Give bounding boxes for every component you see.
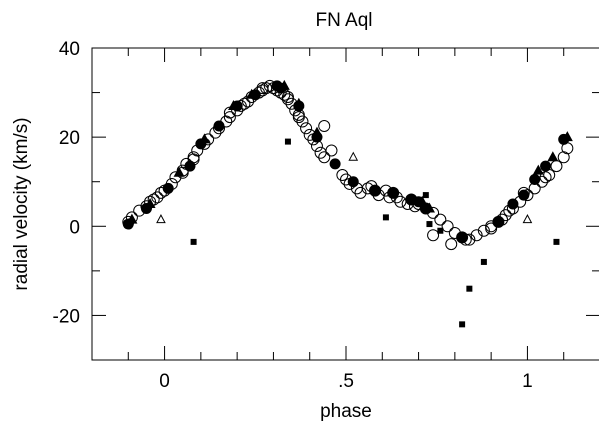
open-triangle-point bbox=[348, 151, 359, 161]
data-points bbox=[122, 79, 574, 328]
chart-title: FN Aql bbox=[315, 10, 372, 31]
filled-triangle-point bbox=[311, 126, 323, 137]
open-circle-point bbox=[354, 186, 367, 199]
filled-circle-point bbox=[507, 198, 519, 210]
open-circle-point bbox=[325, 144, 338, 157]
x-tick-label: .5 bbox=[338, 371, 354, 392]
filled-triangle-point bbox=[198, 133, 210, 144]
open-circle-point bbox=[223, 111, 236, 124]
x-tick-label: 1 bbox=[522, 371, 533, 392]
open-circle-point bbox=[550, 160, 563, 173]
filled-square-point bbox=[382, 214, 389, 221]
open-circle-point bbox=[300, 122, 313, 135]
y-tick-label: 20 bbox=[59, 128, 80, 149]
filled-circle-point bbox=[518, 189, 530, 201]
open-triangle-point bbox=[522, 214, 533, 224]
y-tick-label: 0 bbox=[69, 217, 80, 238]
filled-triangle-point bbox=[561, 131, 573, 142]
filled-triangle-point bbox=[126, 213, 138, 224]
filled-triangle-point bbox=[228, 99, 240, 110]
open-circle-point bbox=[499, 209, 512, 222]
plot-frame bbox=[91, 47, 599, 361]
filled-circle-point bbox=[329, 158, 341, 170]
open-triangle-point bbox=[156, 214, 166, 224]
open-circle-point bbox=[477, 224, 490, 237]
filled-square-point bbox=[459, 321, 466, 328]
filled-circle-point bbox=[184, 160, 196, 172]
filled-square-point bbox=[190, 238, 197, 245]
open-circle-point bbox=[434, 213, 447, 226]
x-axis-label: phase bbox=[320, 401, 372, 422]
y-tick-label: -20 bbox=[53, 306, 80, 327]
open-circle-point bbox=[427, 229, 440, 242]
filled-triangle-point bbox=[293, 97, 305, 108]
filled-circle-point bbox=[162, 182, 174, 194]
filled-circle-point bbox=[347, 176, 359, 188]
open-circle-point bbox=[470, 229, 483, 242]
open-circle-point bbox=[318, 120, 331, 132]
filled-triangle-point bbox=[416, 195, 428, 206]
axis-ticks bbox=[91, 47, 599, 361]
filled-square-point bbox=[422, 192, 429, 199]
filled-triangle-point bbox=[144, 198, 156, 208]
open-circle-point bbox=[292, 111, 305, 124]
filled-circle-point bbox=[540, 160, 552, 172]
open-circle-point bbox=[336, 169, 349, 182]
open-circle-point bbox=[539, 171, 552, 184]
filled-square-point bbox=[553, 238, 560, 245]
filled-circle-point bbox=[369, 185, 381, 197]
y-axis-label: radial velocity (km/s) bbox=[11, 117, 32, 290]
filled-triangle-point bbox=[532, 164, 544, 175]
open-circle-point bbox=[151, 191, 164, 204]
filled-square-point bbox=[466, 285, 473, 292]
filled-circle-point bbox=[456, 231, 468, 243]
open-circle-point bbox=[441, 220, 454, 233]
open-circle-point bbox=[485, 222, 498, 235]
open-circle-point bbox=[281, 91, 294, 104]
filled-square-point bbox=[284, 138, 291, 145]
x-tick-label: 0 bbox=[159, 371, 170, 392]
open-circle-point bbox=[296, 115, 309, 128]
filled-triangle-point bbox=[173, 166, 185, 177]
filled-triangle-point bbox=[547, 151, 559, 162]
filled-square-point bbox=[437, 227, 444, 234]
filled-circle-point bbox=[213, 120, 225, 132]
open-circle-point bbox=[256, 82, 269, 95]
filled-square-point bbox=[480, 258, 487, 265]
filled-circle-point bbox=[387, 187, 399, 199]
y-tick-label: 40 bbox=[59, 39, 80, 60]
open-circle-point bbox=[445, 238, 458, 251]
filled-triangle-point bbox=[278, 79, 290, 90]
open-circle-point bbox=[169, 171, 182, 184]
filled-triangle-point bbox=[246, 88, 258, 99]
open-circle-point bbox=[557, 151, 570, 164]
filled-triangle-point bbox=[423, 202, 435, 213]
tick-labels: 0 .5 1 -20 0 20 40 bbox=[53, 39, 533, 392]
filled-circle-point bbox=[492, 216, 504, 228]
filled-circle-point bbox=[529, 173, 541, 185]
filled-square-point bbox=[426, 221, 433, 228]
open-circle-point bbox=[318, 151, 331, 164]
